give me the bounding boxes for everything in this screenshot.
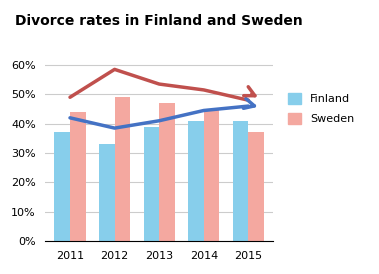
Bar (188, 121, 204, 241)
Bar (55, 133, 70, 241)
Bar (233, 121, 248, 241)
Legend: Finland, Sweden: Finland, Sweden (288, 93, 354, 124)
Title: Divorce rates in Finland and Sweden: Divorce rates in Finland and Sweden (15, 13, 303, 27)
Bar (248, 133, 264, 241)
Bar (144, 127, 159, 241)
Bar (114, 97, 130, 241)
Bar (204, 109, 219, 241)
Bar (159, 103, 175, 241)
Bar (70, 112, 86, 241)
Bar (99, 144, 114, 241)
